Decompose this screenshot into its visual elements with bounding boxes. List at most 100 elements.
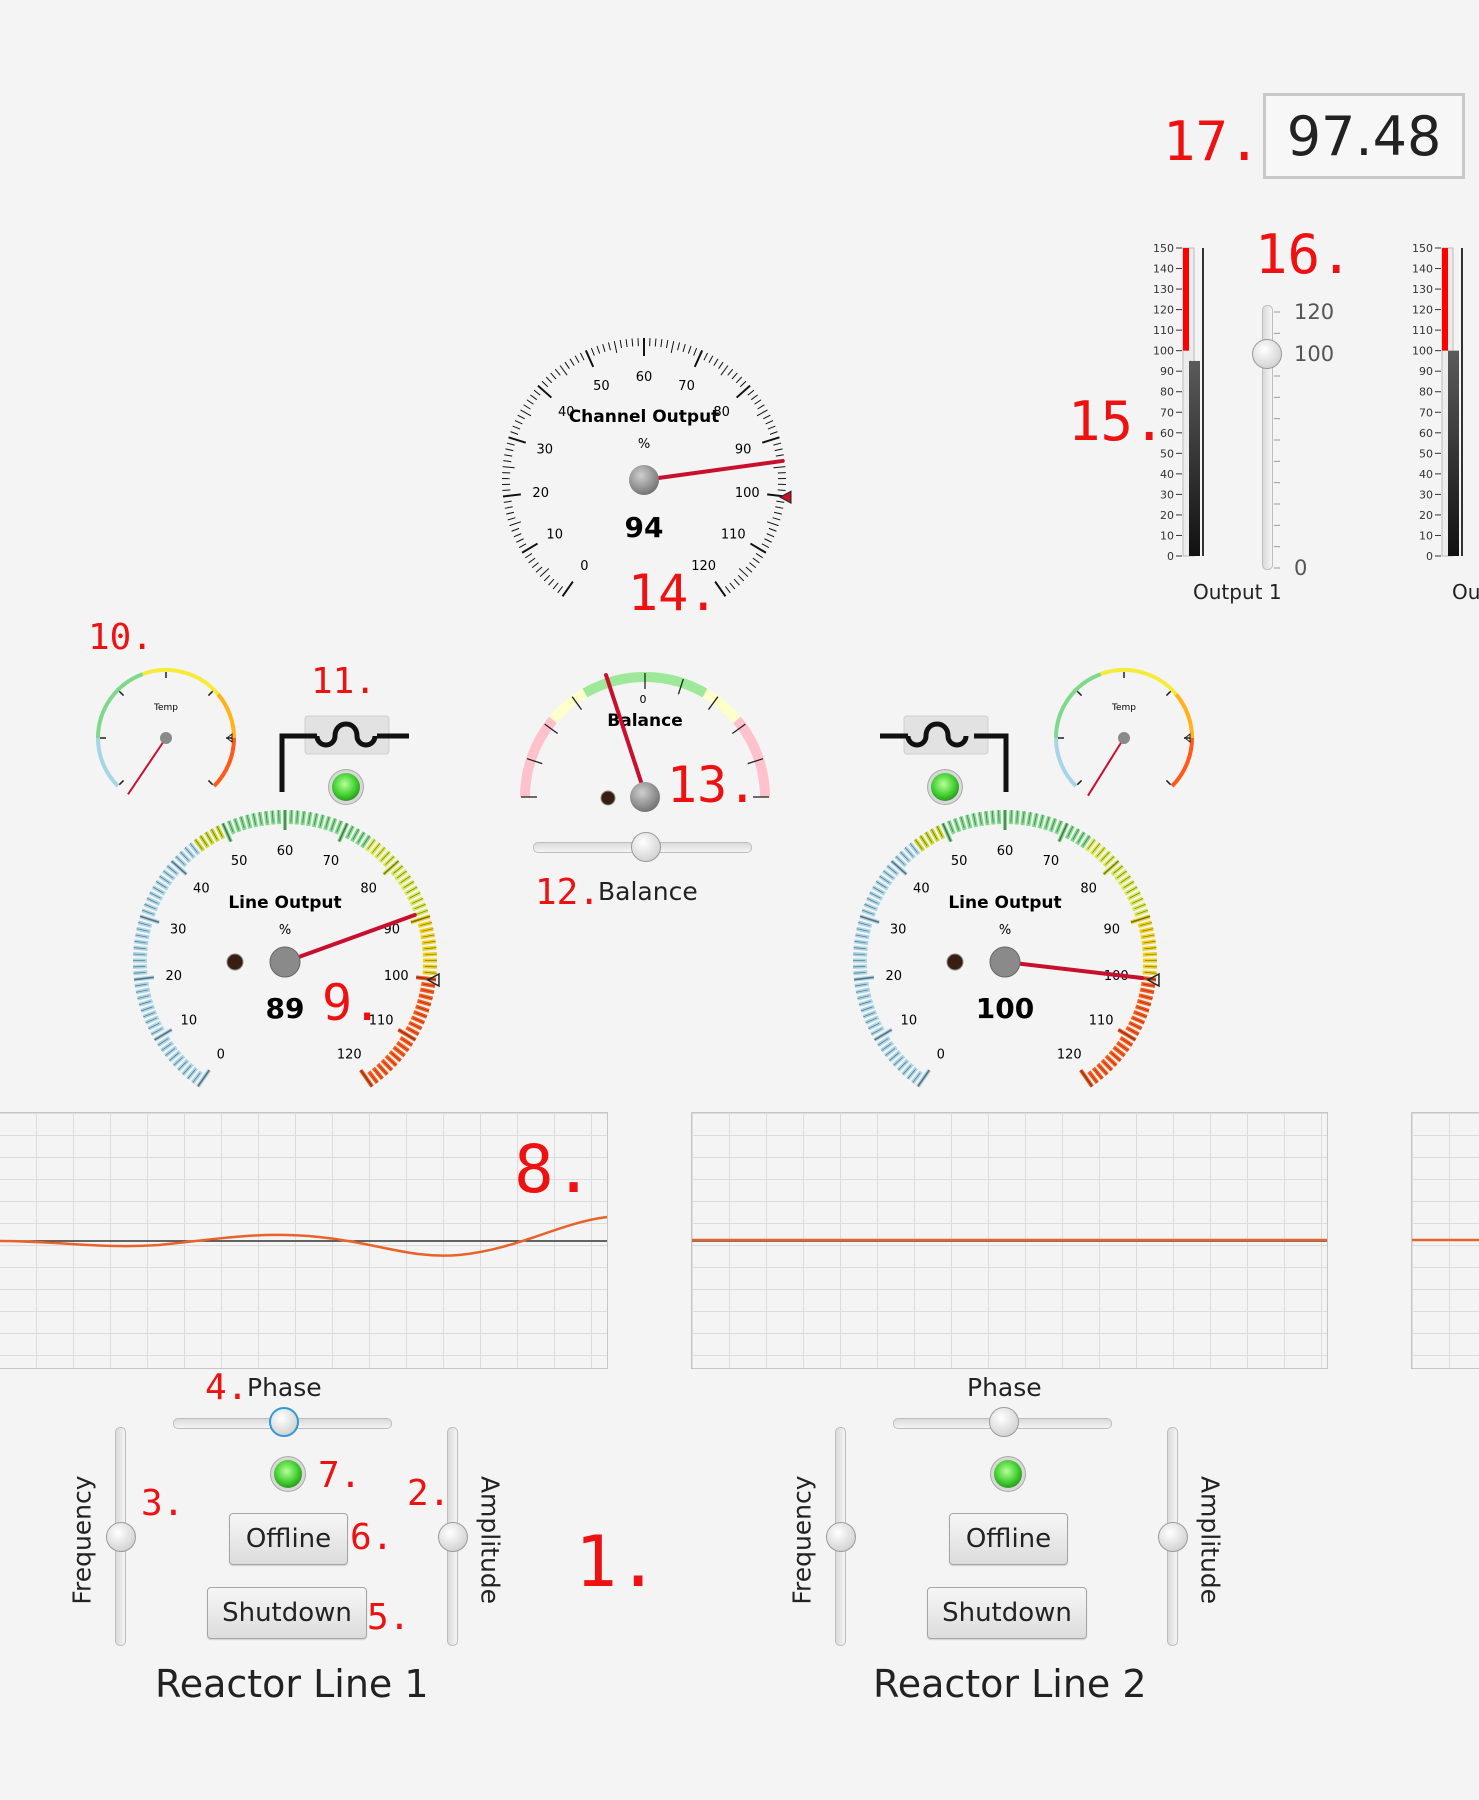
line-gauge-tick-label: 10 [901, 1013, 918, 1028]
threshold-tick-0: 0 [1294, 556, 1308, 580]
bar-meter-level [1448, 350, 1459, 556]
reactor-2-offline-label: Offline [965, 1524, 1052, 1554]
bar-meter-2-label: Ou [1452, 580, 1479, 604]
line-gauge-tick-label: 110 [369, 1013, 394, 1028]
balance-slider-knob[interactable] [631, 832, 661, 862]
reactor-2-status-led [994, 1460, 1022, 1488]
reactor-1-offline-button[interactable]: Offline [229, 1513, 348, 1565]
annotation-11: 11. [311, 661, 377, 702]
temp-gauge-needle [127, 737, 167, 795]
balance-slider-label: Balance [598, 877, 698, 906]
bar-meter-tick-label: 110 [1412, 324, 1433, 337]
line-gauge-2-unit: % [999, 923, 1011, 938]
reactor-1-amplitude-slider-knob[interactable] [438, 1522, 468, 1552]
line-gauge-tick-label: 120 [1057, 1048, 1082, 1063]
bar-meter-tick-label: 50 [1419, 447, 1433, 460]
annotation-7: 7. [318, 1455, 362, 1496]
reactor-2-frequency-slider-knob[interactable] [826, 1522, 856, 1552]
line-gauge-tick-label: 80 [1080, 882, 1097, 897]
threshold-tick-100: 100 [1294, 342, 1335, 366]
line-gauge-tick-label: 40 [913, 882, 930, 897]
reactor-1-frequency-label: Frequency [67, 1475, 97, 1605]
reactor-2-shutdown-button[interactable]: Shutdown [927, 1587, 1087, 1639]
reactor-2-amplitude-label: Amplitude [1195, 1475, 1225, 1605]
bar-meter-tick-label: 50 [1160, 447, 1174, 460]
temp-gauge-2: Temp [1054, 668, 1194, 797]
reactor-2-phase-slider-knob[interactable] [989, 1407, 1019, 1437]
reactor-1-status-led [274, 1460, 302, 1488]
annotation-4: 4. [205, 1367, 249, 1408]
bar-meter-tick-label: 140 [1153, 263, 1174, 276]
channel-gauge-hub [629, 465, 659, 495]
temp-gauge-needle [1087, 737, 1125, 797]
fuse-indicator-1 [279, 715, 409, 792]
balance-needle [604, 673, 648, 799]
reactor-1-amplitude-label: Amplitude [475, 1475, 505, 1605]
bar-meter-tick-label: 150 [1412, 242, 1433, 255]
reactor-2-amplitude-slider-knob[interactable] [1158, 1522, 1188, 1552]
threshold-tick-120: 120 [1294, 300, 1335, 324]
line-gauge-tick-label: 20 [885, 969, 902, 984]
bar-meter-1-label: Output 1 [1193, 580, 1282, 604]
line-gauge-tick-label: 50 [951, 854, 968, 869]
line-gauge-tick-label: 30 [170, 922, 187, 937]
threshold-slider-knob[interactable] [1252, 339, 1282, 369]
line-gauge-tick-label: 70 [323, 854, 340, 869]
balance-gauge: 0 Balance [520, 672, 770, 812]
threshold-slider-track[interactable] [1262, 305, 1273, 570]
annotation-17: 17. [1163, 110, 1261, 173]
bar-meter-tick-label: 110 [1153, 324, 1174, 337]
channel-gauge-tick-label: 110 [721, 527, 746, 542]
reactor-2-frequency-label: Frequency [787, 1475, 817, 1605]
bar-meter-level [1189, 360, 1200, 556]
line-gauge-tick-label: 120 [337, 1048, 362, 1063]
line-gauge-1-unit: % [279, 923, 291, 938]
reactor-1-frequency-slider-knob[interactable] [106, 1522, 136, 1552]
channel-gauge-threshold-marker [778, 490, 792, 505]
temp-gauge-2-title: Temp [1111, 703, 1136, 713]
annotation-16: 16. [1255, 223, 1353, 286]
annotation-1: 1. [575, 1521, 660, 1603]
bar-meter-tick-label: 0 [1426, 550, 1433, 563]
bar-meter-tick-label: 40 [1160, 468, 1174, 481]
channel-gauge-tick-label: 120 [691, 559, 716, 574]
fuse-indicator-2 [880, 715, 1009, 792]
line-gauge-2-led [946, 953, 964, 971]
trend-chart-2 [691, 1112, 1328, 1369]
line-gauge-2-value: 100 [976, 992, 1034, 1025]
annotation-3: 3. [141, 1483, 185, 1524]
reactor-1-phase-label: Phase [247, 1373, 322, 1402]
line-gauge-tick-label: 60 [277, 844, 294, 859]
bar-meter-tick-label: 130 [1412, 283, 1433, 296]
line-gauge-tick-label: 70 [1043, 854, 1060, 869]
annotation-6: 6. [350, 1517, 394, 1558]
channel-gauge-tick-label: 60 [636, 370, 653, 385]
line-gauge-tick-label: 40 [193, 882, 210, 897]
line-gauge-tick-label: 110 [1089, 1013, 1114, 1028]
line-gauge-needle [283, 912, 417, 964]
bar-meter-tick-label: 40 [1419, 468, 1433, 481]
channel-gauge-scale: 0 10 20 30 40 50 60 70 80 90 100 110 120 [502, 338, 792, 597]
bar-meter-tick-label: 90 [1160, 365, 1174, 378]
bar-meter-tick-label: 70 [1419, 406, 1433, 419]
line-gauge-needle [1003, 960, 1145, 981]
bar-meter-tick-label: 30 [1419, 488, 1433, 501]
balance-led [600, 790, 616, 806]
reactor-2-offline-button[interactable]: Offline [949, 1513, 1068, 1565]
channel-gauge-unit: % [638, 437, 650, 452]
channel-output-gauge: 0 10 20 30 40 50 60 70 80 90 100 110 120 Channel Out… [502, 338, 792, 597]
reactor-1-shutdown-button[interactable]: Shutdown [207, 1587, 367, 1639]
bar-meter-tick-label: 20 [1160, 509, 1174, 522]
annotation-13: 13. [667, 756, 758, 814]
annotation-14: 14. [628, 564, 719, 622]
readout-value: 97.48 [1286, 104, 1442, 168]
line-gauge-tick-label: 80 [360, 882, 377, 897]
reactor-1-phase-slider-knob[interactable] [269, 1407, 299, 1437]
bar-meter-tick-label: 120 [1412, 304, 1433, 317]
line-gauge-tick-label: 20 [165, 969, 182, 984]
channel-gauge-value: 94 [625, 511, 664, 544]
